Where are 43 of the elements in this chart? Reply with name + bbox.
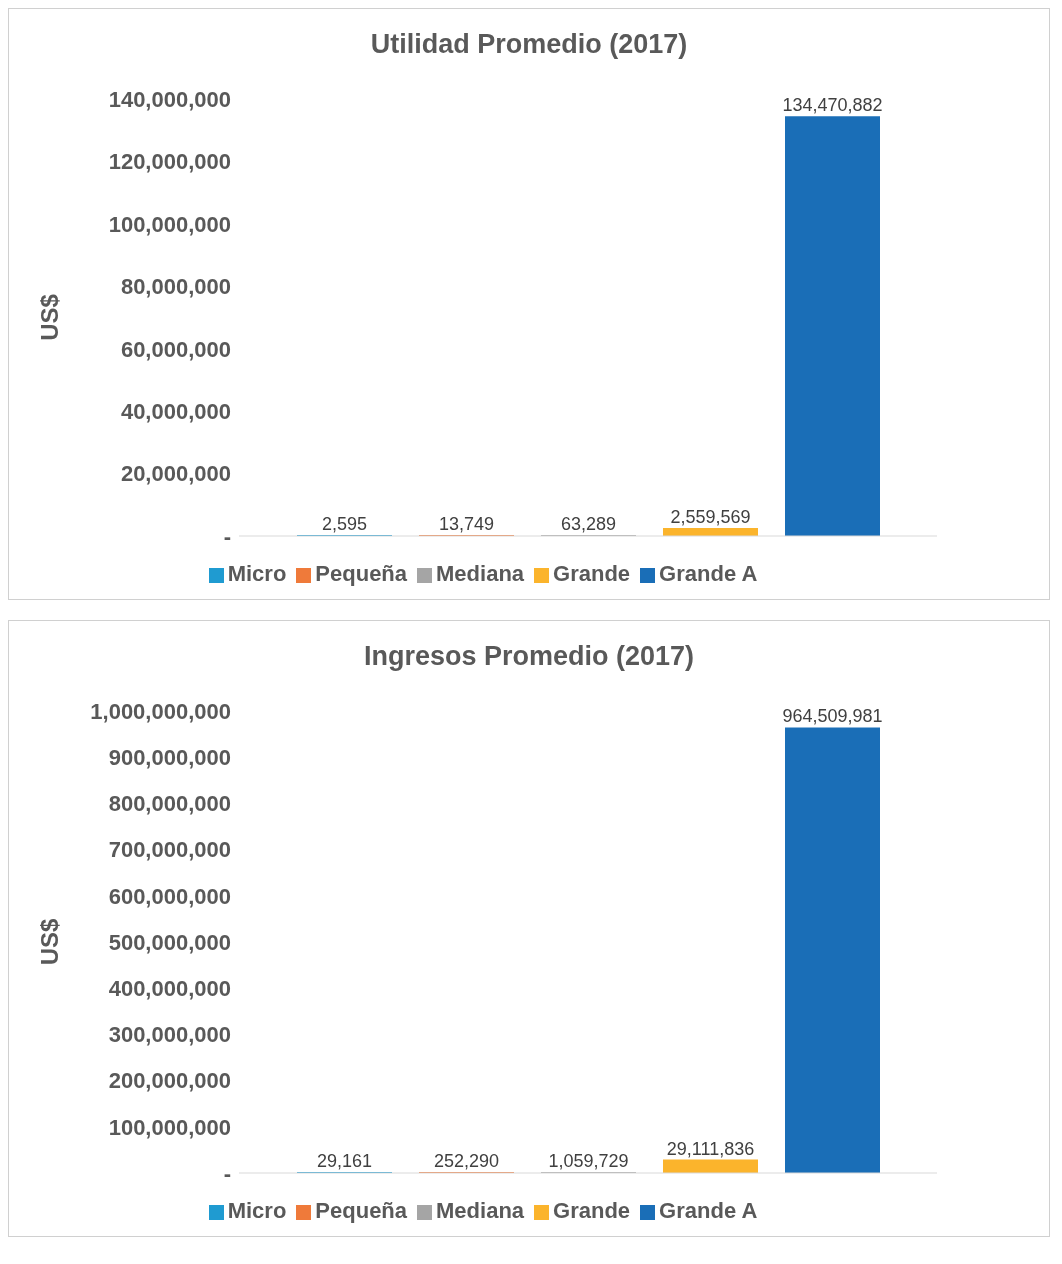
y-tick-label: 100,000,000: [108, 1114, 231, 1140]
y-tick-label: 700,000,000: [108, 837, 231, 863]
y-axis-title: US$: [35, 293, 63, 341]
data-label: 29,111,836: [666, 1138, 755, 1159]
y-tick-label: -: [223, 1160, 231, 1186]
legend-label: Grande: [553, 1198, 631, 1223]
y-tick-label: 20,000,000: [120, 461, 231, 487]
y-tick-label: 500,000,000: [108, 929, 231, 955]
legend-label: Micro: [227, 1198, 287, 1223]
y-axis-title: US$: [35, 918, 63, 966]
data-label: 2,559,569: [670, 507, 751, 528]
y-tick-label: 140,000,000: [108, 86, 231, 112]
legend-label: Grande A: [659, 1198, 758, 1223]
y-tick-label: 300,000,000: [108, 1022, 231, 1048]
legend-label: Pequeña: [315, 1198, 408, 1223]
y-tick-label: 900,000,000: [108, 745, 231, 771]
y-tick-label: -: [223, 523, 231, 549]
legend-label: Grande A: [659, 561, 758, 586]
y-tick-label: 100,000,000: [108, 211, 231, 237]
legend-label: Mediana: [436, 1198, 525, 1223]
data-label: 1,059,729: [548, 1151, 629, 1171]
y-tick-label: 80,000,000: [120, 274, 231, 300]
data-label: 964,509,981: [782, 706, 883, 727]
legend-label: Mediana: [436, 561, 525, 586]
legend-label: Grande: [553, 561, 631, 586]
legend-label: Micro: [227, 561, 287, 586]
data-label: 29,161: [316, 1151, 373, 1171]
y-tick-label: 60,000,000: [120, 336, 231, 362]
y-tick-label: 120,000,000: [108, 149, 231, 175]
data-label: 2,595: [321, 514, 368, 534]
y-tick-label: 800,000,000: [108, 791, 231, 817]
chart-title: Utilidad Promedio (2017): [369, 28, 689, 61]
data-label: 134,470,882: [782, 95, 883, 116]
y-tick-label: 400,000,000: [108, 976, 231, 1002]
y-tick-label: 600,000,000: [108, 883, 231, 909]
data-label: 63,289: [560, 514, 617, 534]
legend-label: Pequeña: [315, 561, 408, 586]
data-label: 13,749: [438, 514, 495, 534]
data-label: 252,290: [433, 1151, 500, 1171]
chart-title: Ingresos Promedio (2017): [362, 640, 696, 673]
y-tick-label: 200,000,000: [108, 1068, 231, 1094]
y-tick-label: 1,000,000,000: [90, 698, 231, 724]
y-tick-label: 40,000,000: [120, 398, 231, 424]
